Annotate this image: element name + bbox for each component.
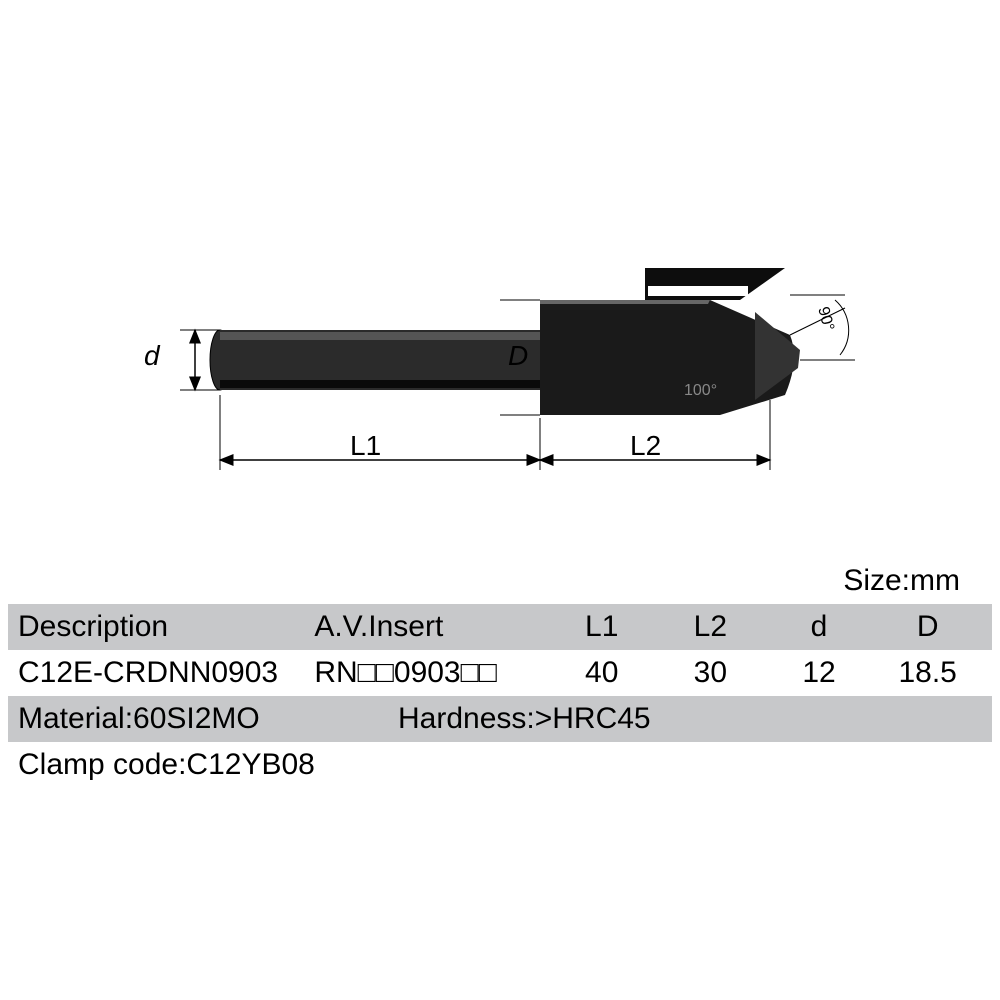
cell-material: Material:60SI2MO: [18, 702, 398, 736]
cell-hardness: Hardness:>HRC45: [398, 702, 898, 736]
dim-L2-label: L2: [630, 430, 661, 462]
hdr-l1: L1: [547, 610, 656, 644]
cell-description: C12E-CRDNN0903: [18, 656, 314, 690]
cell-insert: RN□□0903□□: [314, 656, 547, 690]
technical-drawing: d D L1 L2 90° 100°: [100, 200, 900, 500]
hdr-D: D: [873, 610, 982, 644]
hdr-insert: A.V.Insert: [314, 610, 547, 644]
cell-clamp: Clamp code:C12YB08: [18, 748, 315, 782]
spec-table: Description A.V.Insert L1 L2 d D C12E-CR…: [8, 604, 992, 788]
cell-d: 12: [765, 656, 874, 690]
table-data-row: C12E-CRDNN0903 RN□□0903□□ 40 30 12 18.5: [8, 650, 992, 696]
table-clamp-row: Clamp code:C12YB08: [8, 742, 992, 788]
size-unit-label: Size:mm: [843, 564, 960, 598]
cell-l2: 30: [656, 656, 765, 690]
angle-100: 100°: [684, 382, 717, 400]
dim-L1-label: L1: [350, 430, 381, 462]
hdr-d: d: [765, 610, 874, 644]
hdr-description: Description: [18, 610, 314, 644]
cell-l1: 40: [547, 656, 656, 690]
hdr-l2: L2: [656, 610, 765, 644]
table-material-row: Material:60SI2MO Hardness:>HRC45: [8, 696, 992, 742]
table-header-row: Description A.V.Insert L1 L2 d D: [8, 604, 992, 650]
cell-D: 18.5: [873, 656, 982, 690]
dim-D-label: D: [508, 340, 528, 372]
dim-d-label: d: [144, 340, 160, 372]
